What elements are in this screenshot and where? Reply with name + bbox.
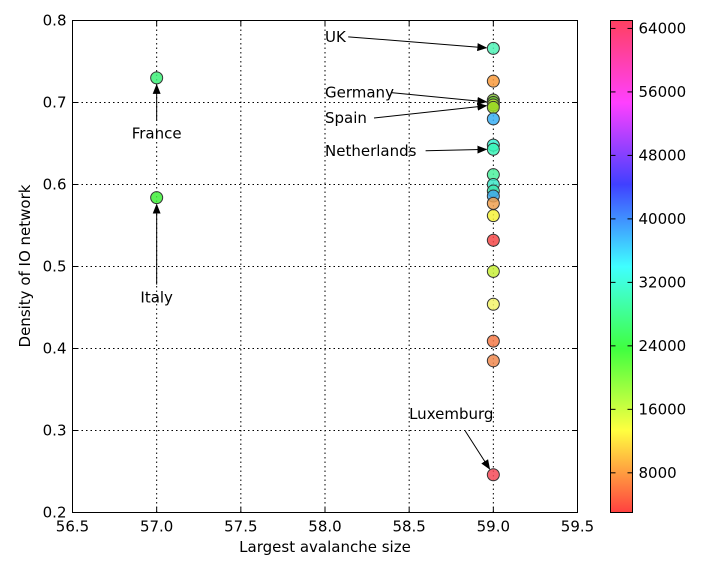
- colorbar-tick-label: 64000: [639, 19, 687, 37]
- annotation-label: Netherlands: [325, 142, 417, 160]
- data-point: [486, 233, 500, 247]
- y-tick-label: 0.2: [43, 504, 67, 522]
- grid: [72, 20, 578, 513]
- x-axis-ticks: 56.5 57.0 57.5 58.0 58.5 59.0 59.5: [56, 20, 594, 536]
- annotation-arrow: [464, 430, 491, 470]
- colorbar-tick-label: 40000: [639, 210, 687, 228]
- data-point: [486, 297, 500, 311]
- y-axis-label: Density of IO network: [16, 184, 34, 347]
- colorbar-ticks: 8000 16000 24000 32000 40000 48000 56000 64000: [610, 19, 687, 482]
- data-point: [486, 354, 500, 368]
- annotation-label: Italy: [140, 289, 173, 307]
- x-tick-label: 58.5: [392, 518, 425, 536]
- annotation-label: UK: [325, 28, 347, 46]
- colorbar: [610, 20, 633, 513]
- y-tick-label: 0.5: [43, 258, 67, 276]
- x-tick-label: 57.0: [140, 518, 173, 536]
- annotation-arrow: [348, 36, 488, 52]
- colorbar-tick-label: 8000: [639, 464, 677, 482]
- annotation-label: Luxemburg: [409, 405, 493, 423]
- annotation-arrow: [391, 92, 488, 105]
- data-point: [486, 112, 500, 126]
- y-tick-label: 0.7: [43, 94, 67, 112]
- data-point: [486, 264, 500, 278]
- annotation-arrow: [425, 145, 488, 154]
- data-point: [486, 142, 500, 156]
- colorbar-tick-label: 48000: [639, 146, 687, 164]
- x-tick-label: 57.5: [224, 518, 257, 536]
- data-points: [150, 41, 500, 482]
- annotation-label: Spain: [325, 109, 367, 127]
- y-tick-label: 0.6: [43, 176, 67, 194]
- y-tick-label: 0.4: [43, 340, 67, 358]
- y-tick-label: 0.8: [43, 12, 67, 30]
- data-point: [150, 71, 164, 85]
- data-point: [486, 41, 500, 55]
- colorbar-tick-label: 24000: [639, 337, 687, 355]
- annotation-arrow: [373, 102, 488, 119]
- data-point: [486, 100, 500, 114]
- x-tick-label: 59.0: [477, 518, 510, 536]
- x-tick-label: 58.0: [308, 518, 341, 536]
- y-axis-ticks: 0.2 0.3 0.4 0.5 0.6 0.7 0.8: [43, 12, 578, 522]
- colorbar-tick-label: 32000: [639, 273, 687, 291]
- data-point: [486, 209, 500, 223]
- colorbar-tick-label: 56000: [639, 83, 687, 101]
- annotations: UK Germany Spain Netherlands France Italy Luxe…: [132, 28, 493, 470]
- data-point: [486, 196, 500, 210]
- x-tick-label: 59.5: [561, 518, 594, 536]
- annotation-label: Germany: [325, 84, 394, 102]
- data-point: [486, 334, 500, 348]
- annotation-label: France: [132, 125, 182, 143]
- x-axis-label: Largest avalanche size: [239, 538, 411, 556]
- data-point: [486, 468, 500, 482]
- data-point: [150, 191, 164, 205]
- y-tick-label: 0.3: [43, 422, 67, 440]
- colorbar-tick-label: 16000: [639, 400, 687, 418]
- data-point: [486, 74, 500, 88]
- x-tick-label: 56.5: [56, 518, 89, 536]
